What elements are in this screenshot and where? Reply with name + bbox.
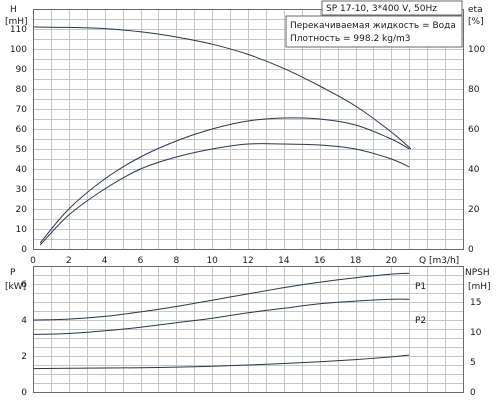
- eta-axis-unit: [%]: [468, 17, 484, 27]
- h-tick-label: 50: [16, 145, 28, 155]
- npsh-tick-label: 0: [470, 388, 476, 398]
- density-note: Плотность = 998.2 kg/m3: [290, 34, 411, 44]
- x-axis-label: Q [m3/h]: [419, 256, 459, 266]
- p-tick-label: 6: [21, 280, 27, 290]
- top-plot-frame: [33, 9, 464, 250]
- p2-series-label: P2: [415, 316, 426, 326]
- npsh-tick-label: 15: [470, 298, 481, 308]
- efficiency-curve-upper: [39, 117, 410, 244]
- notes-box: [285, 15, 463, 48]
- x-tick-label: 6: [138, 256, 144, 266]
- chart-title: SP 17-10, 3*400 V, 50Hz: [326, 4, 437, 14]
- p1-power-curve: [32, 272, 410, 321]
- eta-axis-title: eta: [468, 5, 483, 15]
- npsh-axis-unit: [mH]: [468, 282, 491, 292]
- p-tick-label: 4: [21, 316, 27, 326]
- p2-power-curve: [32, 298, 410, 335]
- p-tick-label: 2: [21, 352, 27, 362]
- eta-tick-label: 40: [468, 165, 480, 175]
- h-tick-label: 10: [16, 225, 28, 235]
- npsh-axis-title: NPSH: [465, 268, 490, 278]
- h-axis-title: H: [10, 5, 17, 15]
- h-tick-label: 80: [16, 85, 28, 95]
- x-tick-label: 16: [314, 256, 326, 266]
- h-tick-label: 30: [16, 185, 28, 195]
- x-tick-label: 8: [173, 256, 179, 266]
- fluid-note: Перекачиваемая жидкость = Вода: [290, 21, 456, 31]
- eta-tick-label: 60: [468, 125, 480, 135]
- p1-series-label: P1: [415, 282, 426, 292]
- eta-tick-label: 20: [468, 205, 480, 215]
- h-axis-unit: [mH]: [5, 17, 28, 27]
- x-tick-label: 18: [350, 256, 362, 266]
- p-axis-title: P: [10, 268, 16, 278]
- npsh-tick-label: 5: [470, 358, 476, 368]
- h-tick-label: 100: [10, 45, 27, 55]
- x-tick-label: 2: [66, 256, 72, 266]
- eta-tick-label: 80: [468, 85, 480, 95]
- x-tick-label: 20: [386, 256, 398, 266]
- p-tick-label: 0: [21, 388, 27, 398]
- npsh-curve: [32, 354, 410, 370]
- npsh-tick-label: 10: [470, 328, 482, 338]
- h-tick-label: 20: [16, 205, 28, 215]
- x-tick-label: 12: [242, 256, 253, 266]
- x-tick-label: 10: [206, 256, 218, 266]
- eta-tick-label: 0: [468, 245, 474, 255]
- x-tick-label: 0: [30, 256, 36, 266]
- head-curve: [32, 26, 412, 150]
- h-tick-label: 60: [16, 125, 28, 135]
- title-box: [321, 0, 463, 16]
- x-tick-label: 4: [102, 256, 108, 266]
- h-tick-label: 0: [21, 245, 27, 255]
- x-tick-label: 14: [278, 256, 290, 266]
- eta-tick-label: 100: [468, 45, 485, 55]
- h-tick-label: 110: [10, 25, 27, 35]
- h-tick-label: 40: [16, 165, 28, 175]
- bottom-plot-frame: [33, 266, 464, 393]
- h-tick-label: 70: [16, 105, 28, 115]
- p-axis-unit: [kW]: [5, 282, 26, 292]
- h-tick-label: 90: [16, 65, 28, 75]
- efficiency-curve-lower: [39, 143, 410, 246]
